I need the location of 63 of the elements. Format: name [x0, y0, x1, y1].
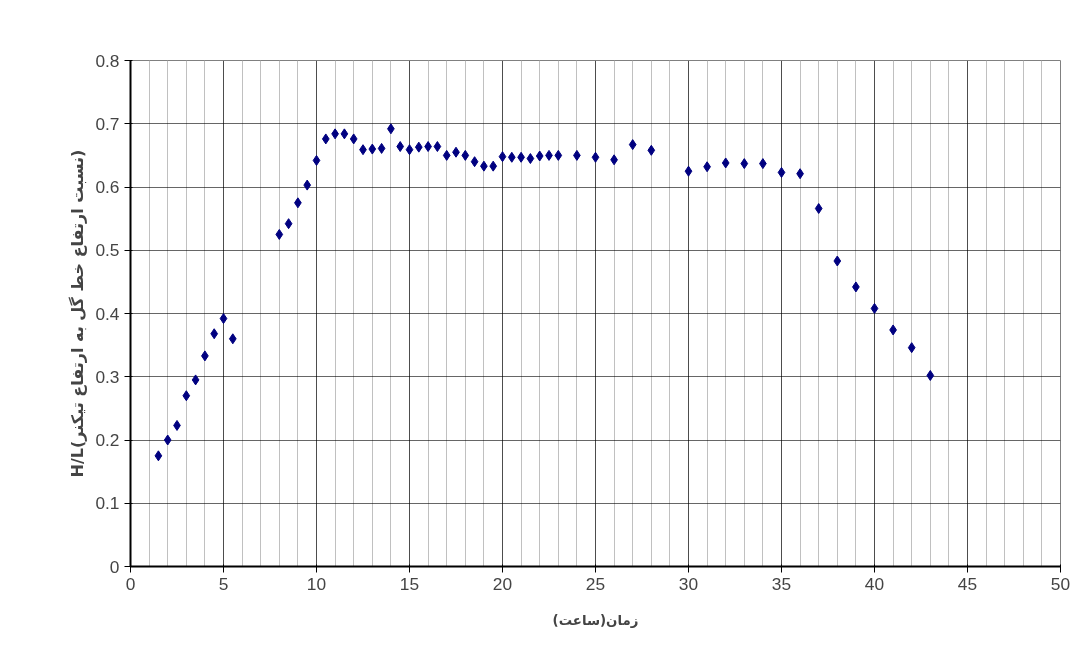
point: [433, 141, 442, 153]
point: [814, 203, 823, 215]
point: [721, 157, 730, 169]
y-tick-label: 0.8: [95, 50, 120, 71]
y-tick-label: 0.5: [95, 240, 120, 261]
point: [228, 333, 237, 345]
x-axis-title: زمان(ساعت): [552, 612, 639, 628]
y-tick-label: 0.3: [95, 366, 120, 387]
point: [833, 255, 842, 267]
point: [405, 144, 414, 156]
point: [210, 328, 219, 340]
point: [349, 133, 358, 145]
point: [684, 165, 693, 177]
point: [303, 179, 312, 191]
point: [535, 150, 544, 162]
y-tick-label: 0.6: [95, 177, 120, 197]
point: [154, 450, 163, 462]
point: [163, 434, 172, 446]
y-tick-label: 0.7: [95, 113, 120, 134]
point: [414, 141, 423, 153]
point: [321, 133, 330, 145]
point: [377, 142, 386, 154]
point: [554, 149, 563, 161]
point: [870, 302, 879, 314]
y-tick-label: 0.1: [95, 493, 120, 514]
point: [219, 313, 228, 325]
point: [777, 166, 786, 178]
point: [628, 139, 637, 151]
x-tick-label: 25: [585, 573, 606, 594]
y-tick-label: 0.2: [95, 430, 120, 450]
point: [368, 143, 377, 155]
point: [740, 158, 749, 170]
point: [312, 154, 321, 166]
point: [275, 228, 284, 240]
point: [507, 151, 516, 163]
y-tick-label: 0.4: [95, 303, 120, 324]
y-axis-title: H/L(نسبت ارتفاع خط گل به ارتفاع تیکنر): [68, 149, 88, 478]
point: [907, 342, 916, 354]
point: [182, 390, 191, 402]
point: [926, 369, 935, 381]
x-tick-label: 45: [957, 573, 978, 594]
y-tick-label: 0: [109, 556, 120, 577]
x-tick-label: 5: [218, 573, 229, 594]
point: [461, 149, 470, 161]
point: [442, 149, 451, 161]
x-tick-label: 35: [771, 573, 792, 594]
x-tick-label: 15: [399, 573, 420, 594]
point: [396, 141, 405, 153]
point: [470, 156, 479, 168]
point: [340, 128, 349, 140]
point: [591, 151, 600, 163]
x-tick-label: 50: [1050, 573, 1071, 594]
point: [191, 374, 200, 386]
x-tick-label: 0: [125, 573, 136, 594]
point: [498, 151, 507, 163]
x-tick-label: 40: [864, 573, 885, 594]
point: [647, 144, 656, 156]
point: [526, 153, 535, 165]
x-tick-label: 10: [306, 573, 327, 594]
x-tick-label: 30: [678, 573, 699, 594]
x-tick-label: 20: [492, 573, 513, 594]
point: [489, 160, 498, 172]
point: [284, 218, 293, 230]
